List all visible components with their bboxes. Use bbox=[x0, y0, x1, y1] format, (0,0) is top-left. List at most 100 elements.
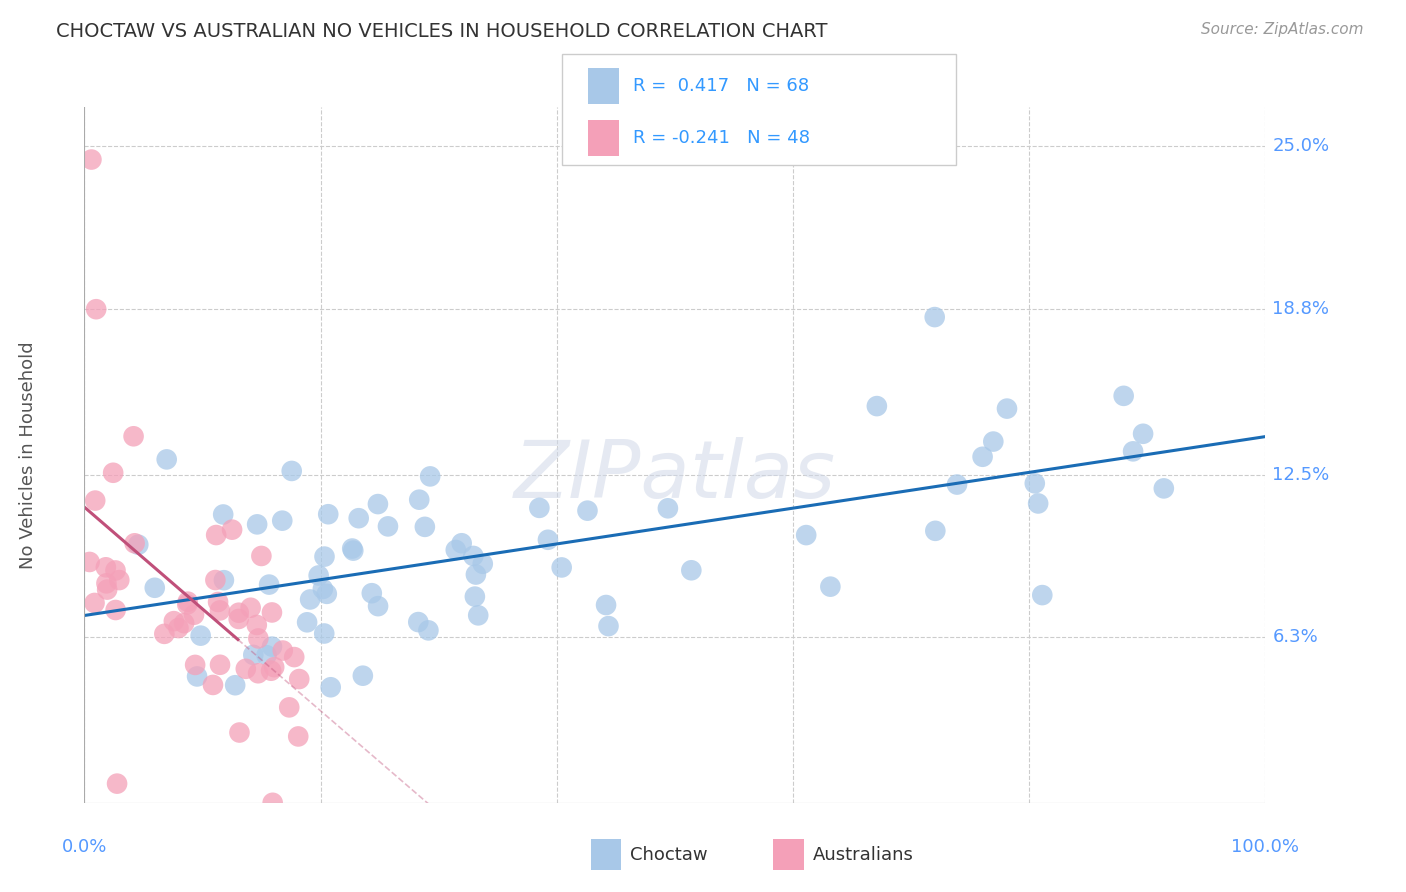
Point bbox=[256, 648, 278, 663]
Point bbox=[360, 586, 382, 600]
Point bbox=[464, 590, 486, 604]
Point bbox=[314, 549, 336, 564]
Point bbox=[419, 469, 441, 483]
Point bbox=[246, 517, 269, 532]
Point bbox=[122, 429, 145, 443]
Point bbox=[246, 618, 269, 632]
Point bbox=[104, 564, 127, 578]
Text: 12.5%: 12.5% bbox=[1272, 466, 1330, 483]
Point bbox=[1031, 588, 1053, 602]
Point bbox=[444, 543, 467, 558]
Point bbox=[537, 533, 560, 547]
Text: R =  0.417   N = 68: R = 0.417 N = 68 bbox=[633, 77, 808, 95]
Point bbox=[228, 725, 250, 739]
Text: 6.3%: 6.3% bbox=[1272, 628, 1319, 647]
Text: R = -0.241   N = 48: R = -0.241 N = 48 bbox=[633, 129, 810, 147]
Point bbox=[471, 557, 494, 571]
Point bbox=[464, 567, 486, 582]
Point bbox=[278, 700, 301, 714]
Point bbox=[156, 452, 179, 467]
Point bbox=[347, 511, 370, 525]
Point bbox=[250, 549, 273, 563]
Point bbox=[153, 627, 176, 641]
Point bbox=[84, 302, 107, 317]
Text: Australians: Australians bbox=[813, 846, 914, 863]
Point bbox=[866, 399, 889, 413]
Point bbox=[173, 616, 195, 631]
Text: Choctaw: Choctaw bbox=[630, 846, 707, 863]
Point bbox=[1112, 389, 1135, 403]
Point bbox=[190, 629, 212, 643]
Point bbox=[208, 603, 231, 617]
Point bbox=[186, 669, 208, 683]
Point bbox=[143, 581, 166, 595]
Point bbox=[80, 153, 103, 167]
Point bbox=[342, 543, 364, 558]
Point bbox=[260, 640, 283, 654]
Point bbox=[312, 582, 335, 596]
Point bbox=[1122, 444, 1144, 458]
Text: CHOCTAW VS AUSTRALIAN NO VEHICLES IN HOUSEHOLD CORRELATION CHART: CHOCTAW VS AUSTRALIAN NO VEHICLES IN HOU… bbox=[56, 22, 828, 41]
Point bbox=[212, 573, 235, 587]
Point bbox=[794, 528, 817, 542]
Point bbox=[316, 507, 339, 521]
Point bbox=[105, 777, 128, 791]
Point bbox=[271, 514, 294, 528]
Point bbox=[308, 568, 330, 582]
Point bbox=[377, 519, 399, 533]
Point bbox=[972, 450, 994, 464]
Point bbox=[1132, 426, 1154, 441]
Point bbox=[315, 587, 337, 601]
Point bbox=[224, 678, 246, 692]
Point bbox=[946, 477, 969, 491]
Point bbox=[529, 500, 551, 515]
Point bbox=[299, 592, 322, 607]
Point bbox=[576, 503, 599, 517]
Point bbox=[167, 621, 190, 635]
Point bbox=[83, 596, 105, 610]
Point bbox=[124, 536, 146, 550]
Point bbox=[450, 536, 472, 550]
Point bbox=[96, 576, 118, 591]
Point bbox=[228, 606, 250, 620]
Point bbox=[352, 669, 374, 683]
Point bbox=[79, 555, 101, 569]
Point bbox=[108, 573, 131, 587]
Text: 0.0%: 0.0% bbox=[62, 838, 107, 856]
Point bbox=[184, 657, 207, 672]
Point bbox=[550, 560, 572, 574]
Point bbox=[208, 657, 231, 672]
Point bbox=[257, 577, 280, 591]
Point bbox=[204, 573, 226, 587]
Point bbox=[104, 603, 127, 617]
Point bbox=[228, 612, 250, 626]
Point bbox=[467, 608, 489, 623]
Point bbox=[418, 624, 440, 638]
Text: Source: ZipAtlas.com: Source: ZipAtlas.com bbox=[1201, 22, 1364, 37]
Point bbox=[235, 662, 257, 676]
Point bbox=[127, 538, 149, 552]
Point bbox=[314, 626, 336, 640]
Point bbox=[221, 523, 243, 537]
Point bbox=[84, 493, 107, 508]
Point bbox=[201, 678, 224, 692]
Point bbox=[1153, 482, 1175, 496]
Point bbox=[342, 541, 364, 556]
Text: 25.0%: 25.0% bbox=[1272, 137, 1330, 155]
Point bbox=[183, 607, 205, 622]
Point bbox=[681, 563, 703, 577]
Point bbox=[271, 643, 294, 657]
Point bbox=[242, 648, 264, 662]
Point bbox=[598, 619, 620, 633]
Point bbox=[260, 664, 283, 678]
Point bbox=[995, 401, 1018, 416]
Point bbox=[163, 614, 186, 628]
Text: 18.8%: 18.8% bbox=[1272, 301, 1330, 318]
Point bbox=[1024, 476, 1046, 491]
Point bbox=[413, 520, 436, 534]
Point bbox=[212, 508, 235, 522]
Point bbox=[924, 310, 946, 324]
Point bbox=[239, 600, 262, 615]
Point bbox=[981, 434, 1004, 449]
Point bbox=[176, 598, 198, 612]
